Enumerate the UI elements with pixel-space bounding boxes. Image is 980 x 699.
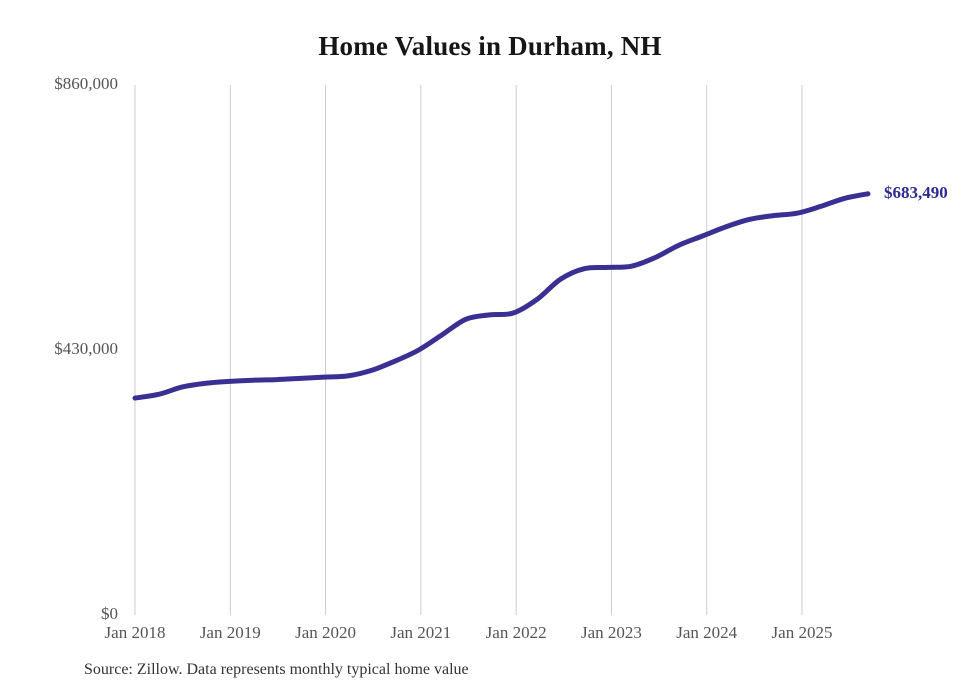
x-axis-tick-label: Jan 2021 [390, 623, 452, 642]
chart-title: Home Values in Durham, NH [318, 31, 662, 61]
source-note: Source: Zillow. Data represents monthly … [84, 661, 469, 678]
x-axis-tick-label: Jan 2019 [199, 623, 261, 642]
x-axis-tick-label: Jan 2018 [104, 623, 166, 642]
data-series-line [132, 191, 871, 401]
gridlines [134, 85, 803, 615]
x-axis-tick-label: Jan 2020 [295, 623, 357, 642]
y-axis-tick-label: $0 [101, 604, 118, 623]
y-axis-tick-label: $430,000 [54, 339, 118, 358]
y-axis-tick-label: $860,000 [54, 74, 118, 93]
x-axis-tick-label: Jan 2023 [580, 623, 642, 642]
x-axis-tick-label: Jan 2024 [676, 623, 738, 642]
x-axis-tick-label: Jan 2025 [771, 623, 833, 642]
x-axis-tick-label: Jan 2022 [485, 623, 547, 642]
end-value-label: $683,490 [884, 182, 948, 202]
series-line [132, 191, 871, 401]
